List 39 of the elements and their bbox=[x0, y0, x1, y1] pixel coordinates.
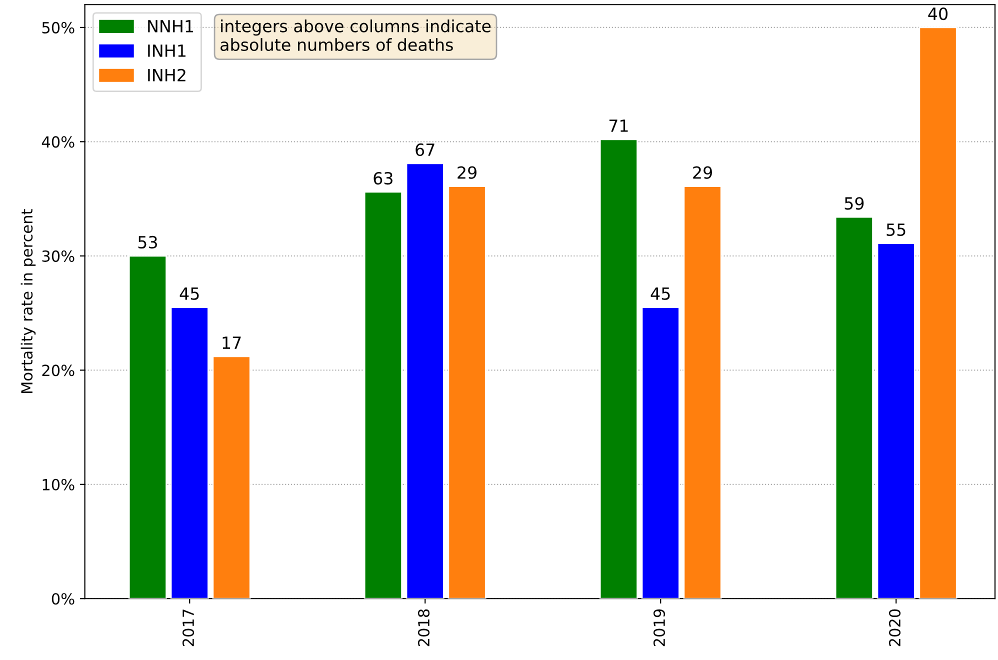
annotation: 63 bbox=[374, 172, 392, 185]
y-tick-label: 20% bbox=[42, 364, 74, 376]
annotation: 53 bbox=[138, 236, 157, 249]
y-tick-label: 30% bbox=[42, 250, 74, 262]
bar bbox=[448, 186, 486, 599]
annotation: 67 bbox=[416, 143, 434, 156]
y-tick-label: 40% bbox=[42, 136, 74, 148]
annotation: 45 bbox=[180, 288, 199, 300]
annotation: 29 bbox=[458, 166, 476, 179]
bar bbox=[128, 255, 168, 599]
legend-label: INH1 bbox=[148, 44, 186, 57]
bar bbox=[918, 26, 958, 599]
annotation: integers above columns indicate absolute numbers of deaths bbox=[220, 19, 491, 52]
y-tick-label: 0% bbox=[52, 593, 74, 605]
annotation: 40 bbox=[928, 7, 948, 20]
legend-label: INH2 bbox=[148, 68, 186, 82]
x-tick-label: 2019 bbox=[653, 609, 666, 646]
annotation: 71 bbox=[609, 120, 628, 132]
annotation: 45 bbox=[650, 288, 670, 300]
annotation: 59 bbox=[844, 197, 864, 210]
bar bbox=[641, 306, 680, 599]
bar bbox=[599, 138, 638, 599]
x-tick-label: 2018 bbox=[418, 609, 430, 646]
x-tick-label: 2017 bbox=[182, 610, 194, 646]
legend-label: NNH1 bbox=[148, 20, 194, 32]
bar bbox=[212, 356, 251, 599]
annotation: 17 bbox=[222, 336, 241, 349]
bar bbox=[876, 242, 916, 599]
y-axis-title: Mortality rate in percent bbox=[20, 209, 36, 393]
y-tick-label: 10% bbox=[42, 478, 74, 490]
bar bbox=[170, 306, 209, 599]
annotation: 55 bbox=[886, 224, 906, 236]
bar bbox=[834, 216, 874, 599]
bar bbox=[683, 186, 722, 599]
annotation: 29 bbox=[693, 166, 712, 179]
bar bbox=[406, 162, 444, 599]
y-tick-label: 50% bbox=[42, 22, 74, 34]
bar bbox=[364, 191, 402, 599]
x-tick-label: 2020 bbox=[888, 609, 901, 646]
